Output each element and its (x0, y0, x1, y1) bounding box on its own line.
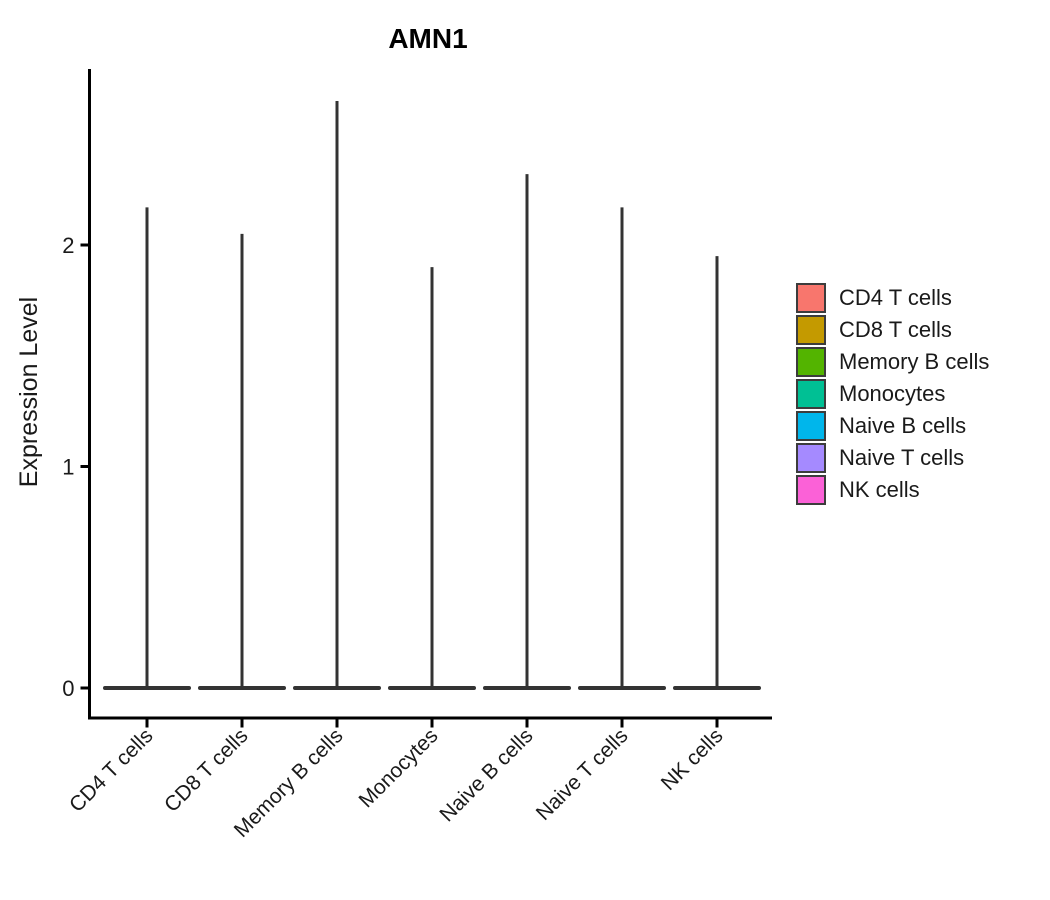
x-tick-label: Monocytes (354, 724, 442, 812)
legend-item-cd4-t-cells: CD4 T cells (796, 283, 989, 313)
legend-key-swatch (796, 411, 826, 441)
violin-base (388, 686, 476, 690)
violin-base (673, 686, 761, 690)
violins-group (103, 101, 761, 690)
violin-naive-t-cells (578, 207, 666, 690)
y-axis-title: Expression Level (15, 297, 43, 487)
violin-base (293, 686, 381, 690)
x-tick-label: CD4 T cells (65, 724, 157, 816)
violin-cd8-t-cells (198, 233, 286, 690)
violin-base (578, 686, 666, 690)
violin-base (103, 686, 191, 690)
legend-label: CD4 T cells (839, 285, 952, 310)
legend-label: Monocytes (839, 381, 946, 406)
legend-item-memory-b-cells: Memory B cells (796, 347, 989, 377)
legend-key-swatch (796, 347, 826, 377)
x-tick-label: Naive B cells (435, 724, 537, 826)
y-tick-label: 2 (62, 233, 74, 258)
chart-title: AMN1 (388, 23, 467, 54)
legend-key-swatch (796, 475, 826, 505)
legend-key-swatch (796, 379, 826, 409)
legend-label: CD8 T cells (839, 317, 952, 342)
y-tick-label: 1 (62, 455, 74, 480)
legend-label: Naive T cells (839, 445, 965, 470)
legend-item-cd8-t-cells: CD8 T cells (796, 315, 989, 345)
legend: CD4 T cells CD8 T cells Memory B cells Mono… (796, 283, 989, 507)
violin-nk-cells (673, 256, 761, 690)
violin-base (483, 686, 571, 690)
legend-key-swatch (796, 283, 826, 313)
violin-base (198, 686, 286, 690)
legend-item-naive-b-cells: Naive B cells (796, 411, 989, 441)
violin-naive-b-cells (483, 174, 571, 690)
x-tick-label: NK cells (657, 724, 728, 795)
legend-key-swatch (796, 443, 826, 473)
legend-key-swatch (796, 315, 826, 345)
y-tick-label: 0 (62, 676, 74, 701)
violin-cd4-t-cells (103, 207, 191, 690)
legend-item-monocytes: Monocytes (796, 379, 989, 409)
legend-item-naive-t-cells: Naive T cells (796, 443, 989, 473)
violin-memory-b-cells (293, 101, 381, 690)
legend-label: Naive B cells (839, 413, 967, 438)
legend-item-nk-cells: NK cells (796, 475, 989, 505)
x-tick-label: CD8 T cells (160, 724, 252, 816)
violin-monocytes (388, 267, 476, 690)
x-tick-label: Naive T cells (532, 724, 633, 825)
legend-label: Memory B cells (839, 349, 990, 374)
legend-label: NK cells (839, 477, 920, 502)
